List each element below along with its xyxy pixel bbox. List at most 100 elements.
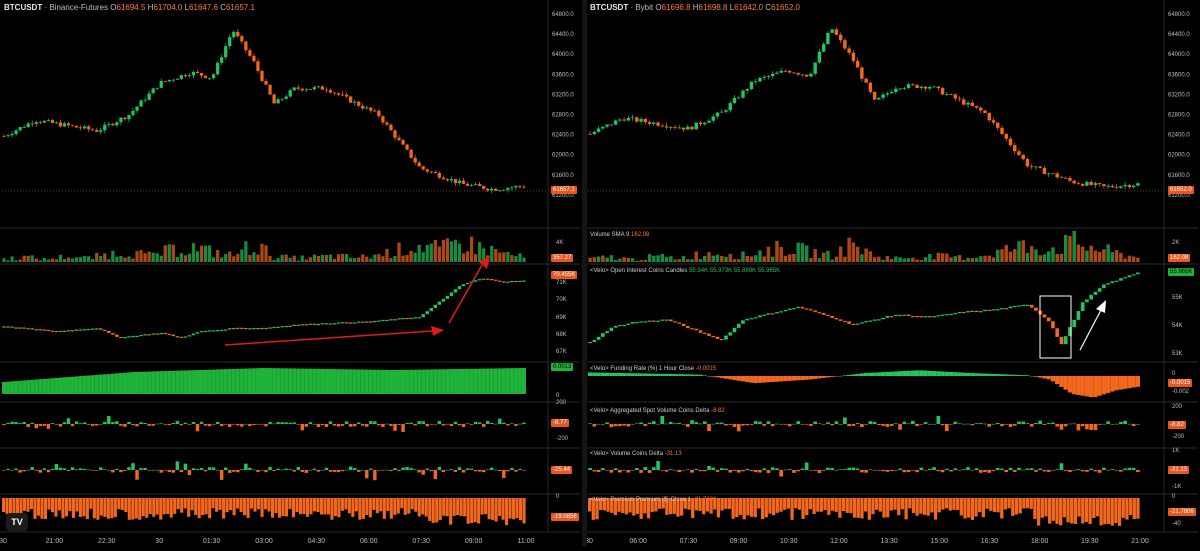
left-vol-delta-bar: [457, 467, 462, 470]
right-oi-candle: [1000, 308, 1004, 310]
right-premium-bar: [1136, 498, 1140, 519]
left-oi-candle: [336, 322, 341, 324]
left-price-candle: [199, 72, 204, 76]
left-funding-bar: [457, 368, 462, 394]
left-spot-delta-bar: [288, 422, 292, 424]
left-funding-bar: [489, 368, 494, 394]
right-vol-delta-bar: [741, 470, 745, 472]
left-premium-bar: [340, 498, 344, 511]
funding-label[interactable]: <Velo> Funding Rate (%) 1 Hour Close -0.…: [590, 366, 716, 372]
right-volume-bar: [711, 255, 715, 262]
right-symbol[interactable]: BTCUSDT: [590, 3, 629, 12]
left-funding-bar: [264, 368, 269, 394]
left-premium-bar: [494, 498, 498, 522]
left-premium-bar: [5, 498, 9, 514]
right-oi-candle: [783, 309, 788, 312]
left-oi-candle: [54, 330, 59, 333]
left-vol-delta-bar: [268, 466, 272, 470]
oi-label[interactable]: <Velo> Open Interest Coins Candles 55.94…: [590, 268, 780, 274]
right-vol-delta-bar: [630, 470, 635, 471]
left-oi-candle: [244, 327, 248, 330]
right-spot-delta-bar: [1119, 421, 1123, 424]
left-premium-bar: [22, 498, 27, 511]
left-funding-bar: [344, 369, 349, 394]
right-oi-badge: 55.965K: [1168, 268, 1195, 276]
right-price-candle: [1051, 173, 1055, 175]
right-oi-candle: [787, 308, 792, 310]
right-spot-delta-bar: [762, 424, 767, 426]
panel-divider[interactable]: [582, 0, 587, 546]
left-spot-delta-bar: [219, 424, 224, 427]
right-premium-bar: [588, 498, 592, 512]
left-funding-bar: [268, 368, 273, 394]
right-premium-bar: [849, 498, 853, 514]
right-premium-bar: [760, 498, 765, 520]
right-price-candle: [847, 48, 851, 53]
right-funding-bar: [1063, 376, 1068, 390]
left-spot-delta-bar: [2, 424, 6, 426]
right-volume-bar: [860, 254, 864, 262]
left-price-candle: [103, 124, 107, 131]
right-h-value: 61698.8: [698, 3, 728, 12]
right-volume-bar: [872, 257, 877, 262]
left-funding-bar: [46, 378, 51, 394]
right-premium-bar: [683, 498, 687, 509]
left-spot-delta-bar: [30, 422, 34, 424]
left-premium-bar: [57, 498, 61, 511]
left-premium-bar: [428, 498, 432, 521]
left-premium-bar: [162, 498, 166, 515]
right-vol-delta-bar: [978, 470, 983, 473]
left-oi-candle: [522, 280, 526, 282]
right-vol-delta-bar: [622, 469, 626, 471]
left-price-candle: [175, 78, 179, 80]
left-funding-bar: [477, 368, 482, 394]
left-vol-delta-bar: [332, 470, 337, 472]
right-funding-bar: [745, 376, 750, 383]
left-premium-bar: [257, 498, 261, 510]
right-spot-delta-bar: [651, 421, 656, 424]
spot-delta-label[interactable]: <Velo> Aggregated Spot Volume Coins Delt…: [590, 408, 725, 414]
right-spot-delta-bar: [813, 421, 817, 424]
volume-sma-label[interactable]: Volume SMA 9 162.08: [590, 232, 649, 238]
left-oi-candle: [510, 280, 514, 283]
right-premium-bar: [764, 498, 768, 518]
left-price-candle: [91, 129, 95, 131]
right-premium-bar: [783, 498, 787, 510]
right-premium-bar: [841, 498, 846, 512]
right-vol-delta-bar: [673, 470, 677, 471]
left-spot-delta-bar: [510, 423, 514, 424]
tradingview-logo[interactable]: TV: [6, 513, 28, 531]
left-spot-delta-bar: [296, 424, 300, 425]
left-premium-bar: [201, 498, 205, 515]
left-volume-bar: [191, 243, 196, 262]
right-oi-candle: [851, 323, 856, 326]
left-spot-delta-bar: [14, 422, 18, 424]
right-premium-bar: [933, 498, 938, 520]
left-symbol[interactable]: BTCUSDT: [4, 3, 43, 12]
right-premium-bar: [595, 498, 599, 520]
left-premium-bar: [452, 498, 456, 516]
right-vol-delta-bar: [596, 470, 601, 473]
left-oi-tick: 69K: [556, 315, 567, 321]
left-vol-delta-bar: [78, 468, 83, 470]
right-price-candle: [974, 105, 979, 108]
left-volume-bar: [316, 255, 321, 262]
premium-label[interactable]: <Velo> Premium Premium ($) Close 1 -21.7…: [590, 497, 716, 503]
left-premium-bar: [169, 498, 173, 518]
right-funding-bar: [626, 373, 631, 376]
left-premium-bar: [515, 498, 519, 519]
left-price-candle: [465, 183, 470, 186]
right-premium-bar: [1011, 498, 1015, 516]
left-time-tick-label: 22:30: [98, 538, 116, 545]
vol-delta-label[interactable]: <Velo> Volume Coins Delta -31.13: [590, 451, 682, 457]
right-premium-bar: [864, 498, 868, 512]
left-funding-bar: [54, 377, 59, 394]
left-volume-bar: [413, 252, 417, 262]
right-price-candle: [1089, 181, 1093, 185]
left-oi-candle: [409, 317, 413, 320]
left-spot-delta-bar: [272, 423, 276, 425]
right-oi-candle: [821, 312, 826, 315]
left-oi-tick: 67K: [556, 349, 567, 355]
left-funding-bar: [151, 371, 156, 394]
right-spot-delta-bar: [1063, 424, 1068, 427]
